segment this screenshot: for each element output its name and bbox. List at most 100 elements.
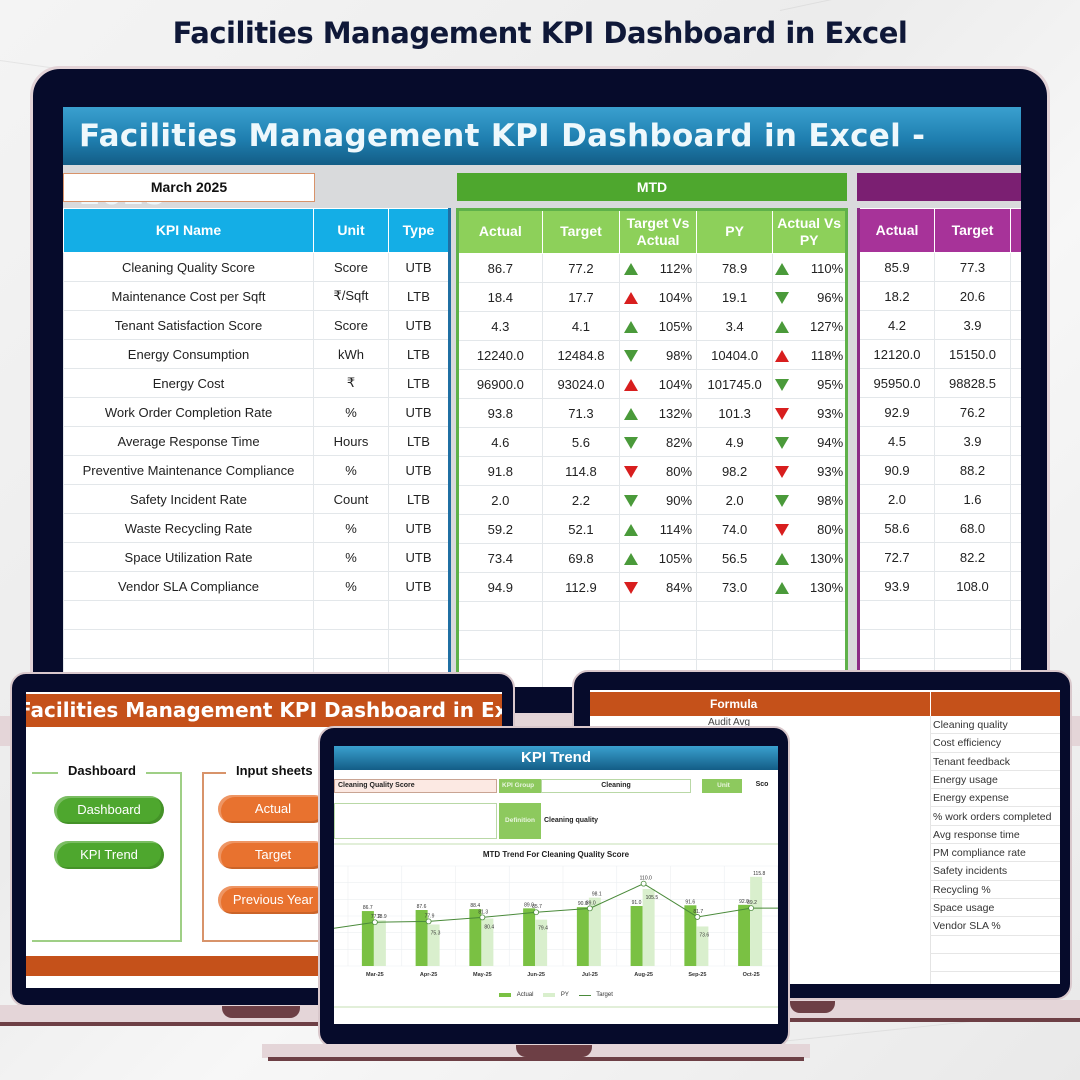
ytd-actual-cell: 12120.0 [858, 339, 935, 369]
kpi-trend-screen: KPI Trend Cleaning Quality Score KPI Gro… [334, 746, 778, 1024]
ytd-actual-cell: 4.5 [858, 426, 935, 456]
actual-bar [630, 906, 643, 966]
table-row: 93.9 108.0 [858, 571, 1021, 601]
table-row [457, 601, 847, 631]
table-row: Maintenance Cost per Sqft ₹/Sqft LTB [63, 281, 450, 311]
nav-dashboard-button[interactable]: Dashboard [54, 796, 164, 824]
table-row: 91.8 114.8 80% 98.2 93% [457, 456, 847, 486]
month-selector[interactable]: March 2025 [63, 173, 315, 202]
kpi-name-cell: Space Utilization Rate [63, 542, 314, 572]
kpi-group-value: Cleaning [541, 779, 691, 793]
kpi-type-cell: LTB [388, 484, 450, 514]
target-vs-actual-cell: 105% [619, 543, 697, 573]
kpi-selector[interactable]: Cleaning Quality Score [334, 779, 497, 793]
table-row: Space Utilization Rate% UTB [63, 542, 450, 572]
mtd-column-header: PY [695, 209, 774, 254]
kpi-column-header: Unit [313, 208, 389, 253]
laptop-notch [516, 1045, 592, 1057]
empty-row [930, 936, 1060, 954]
definition-row: Cost efficiency [930, 734, 1060, 753]
target-vs-actual-cell: 132% [619, 398, 697, 428]
mtd-py-cell: 101745.0 [695, 369, 774, 399]
triangle-down-icon [624, 350, 639, 363]
svg-text:92.0: 92.0 [739, 899, 749, 905]
actual-vs-py-cell: 130% [772, 572, 847, 602]
kpi-name-cell: Energy Cost [63, 368, 314, 398]
table-row: 2.0 2.2 90% 2.0 98% [457, 485, 847, 515]
svg-text:May-25: May-25 [473, 972, 492, 978]
table-row: Tenant Satisfaction Score Score UTB [63, 310, 450, 340]
laptop-base-shadow [790, 1018, 1080, 1022]
nav-kpi-trend-button[interactable]: KPI Trend [54, 841, 164, 869]
kpi-name-cell: Cleaning Quality Score [63, 252, 314, 282]
target-vs-actual-cell: 98% [619, 340, 697, 370]
ytd-target-cell: 98828.5 [934, 368, 1011, 398]
target-point [586, 905, 593, 912]
legend-target-label: Target [596, 992, 613, 998]
ytd-actual-cell: 90.9 [858, 455, 935, 485]
table-row: 95950.0 98828.5 [858, 368, 1021, 398]
triangle-down-icon [624, 466, 639, 479]
actual-vs-py-value: 130% [809, 550, 844, 566]
empty-cell [1010, 542, 1021, 572]
mtd-py-cell: 19.1 [695, 282, 774, 312]
nav-target-button[interactable]: Target [218, 841, 328, 869]
mtd-section-header: MTD [457, 173, 847, 201]
kpi-name-cell: Average Response Time [63, 426, 314, 456]
ytd-target-cell: 1.6 [934, 484, 1011, 514]
dashboard-screen: Facilities Management KPI Dashboard in E… [63, 107, 1021, 687]
ytd-actual-cell: 85.9 [858, 252, 935, 282]
target-vs-actual-value: 84% [665, 579, 693, 595]
chart-title: MTD Trend For Cleaning Quality Score [482, 850, 630, 859]
table-row: 58.6 68.0 [858, 513, 1021, 543]
svg-text:87.6: 87.6 [417, 904, 427, 910]
ytd-actual-cell: 95950.0 [858, 368, 935, 398]
nav-previous-year-button[interactable]: Previous Year [218, 886, 328, 914]
definition-row: Cleaning quality [930, 716, 1060, 735]
divider [334, 843, 778, 845]
triangle-down-icon [775, 437, 790, 450]
kpi-name-cell: Safety Incident Rate [63, 484, 314, 514]
definition-row: % work orders completed [930, 808, 1060, 826]
empty-cell [934, 600, 1011, 630]
table-row: 12240.0 12484.8 98% 10404.0 118% [457, 340, 847, 370]
triangle-down-icon [775, 408, 790, 421]
header-divider [930, 692, 931, 716]
legend-actual-swatch [499, 993, 512, 997]
actual-vs-py-value: 96% [817, 289, 844, 305]
ytd-actual-cell: 18.2 [858, 281, 935, 311]
empty-cell [1010, 310, 1021, 340]
svg-text:86.7: 86.7 [363, 905, 373, 911]
target-vs-actual-cell: 112% [619, 253, 697, 283]
svg-text:85.7: 85.7 [532, 904, 542, 910]
kpi-group-label: KPI Group [499, 779, 541, 793]
table-row [457, 630, 847, 660]
triangle-down-icon [775, 292, 790, 305]
mtd-actual-cell: 12240.0 [457, 340, 543, 370]
background-texture [779, 0, 1074, 11]
ytd-target-cell: 77.3 [934, 252, 1011, 282]
mtd-target-cell: 77.2 [541, 253, 621, 283]
triangle-up-icon [775, 350, 790, 363]
svg-text:75.3: 75.3 [431, 930, 441, 936]
mtd-actual-cell: 4.6 [457, 427, 543, 457]
ytd-actual-cell: 58.6 [858, 513, 935, 543]
svg-text:81.3: 81.3 [478, 909, 488, 915]
empty-cell [388, 600, 450, 630]
laptop-base-shadow [268, 1057, 804, 1061]
kpi-type-cell: LTB [388, 368, 450, 398]
svg-text:110.0: 110.0 [640, 876, 652, 882]
kpi-unit-cell: kWh [313, 339, 389, 369]
mtd-actual-cell: 73.4 [457, 543, 543, 573]
nav-actual-button[interactable]: Actual [218, 795, 328, 823]
empty-cell [858, 600, 935, 630]
empty-cell [1010, 281, 1021, 311]
empty-cell [858, 629, 935, 659]
kpi-unit-cell: % [313, 571, 389, 601]
definition-value: Cleaning quality [544, 817, 599, 824]
target-line [334, 883, 778, 929]
target-point [533, 909, 540, 916]
py-bar [642, 888, 655, 966]
py-bar [427, 924, 440, 966]
target-vs-actual-value: 98% [665, 347, 693, 363]
